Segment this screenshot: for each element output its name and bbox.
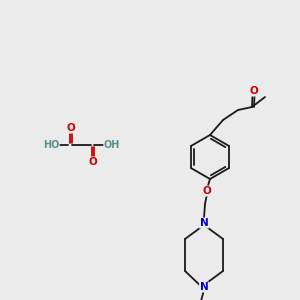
Text: O: O [88, 157, 98, 167]
Text: N: N [200, 218, 208, 228]
Text: OH: OH [104, 140, 120, 150]
Text: N: N [200, 282, 208, 292]
Text: O: O [67, 123, 75, 133]
Text: O: O [202, 186, 211, 196]
Text: HO: HO [43, 140, 59, 150]
Text: O: O [250, 86, 258, 96]
